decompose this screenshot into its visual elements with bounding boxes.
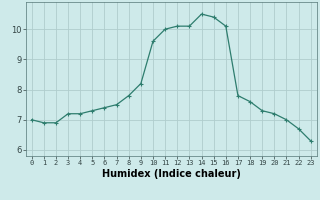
X-axis label: Humidex (Indice chaleur): Humidex (Indice chaleur)	[102, 169, 241, 179]
